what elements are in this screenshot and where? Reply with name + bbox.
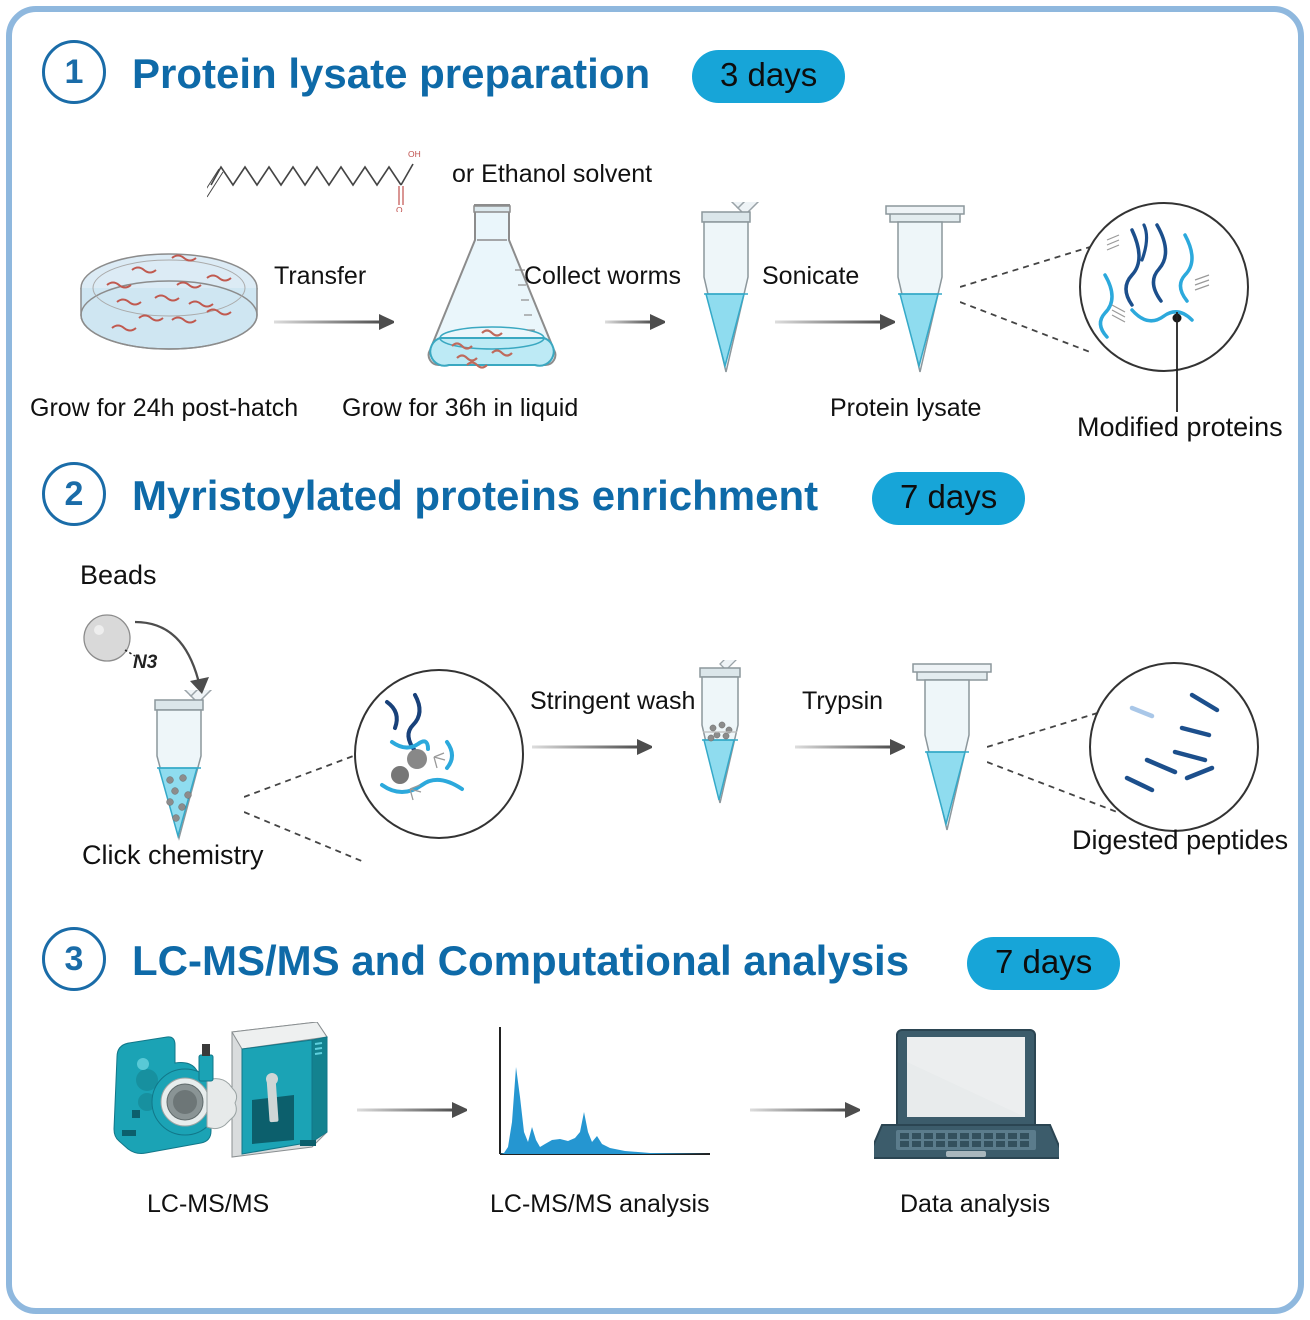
svg-text:OH: OH — [408, 149, 421, 159]
svg-text:O: O — [396, 205, 403, 212]
